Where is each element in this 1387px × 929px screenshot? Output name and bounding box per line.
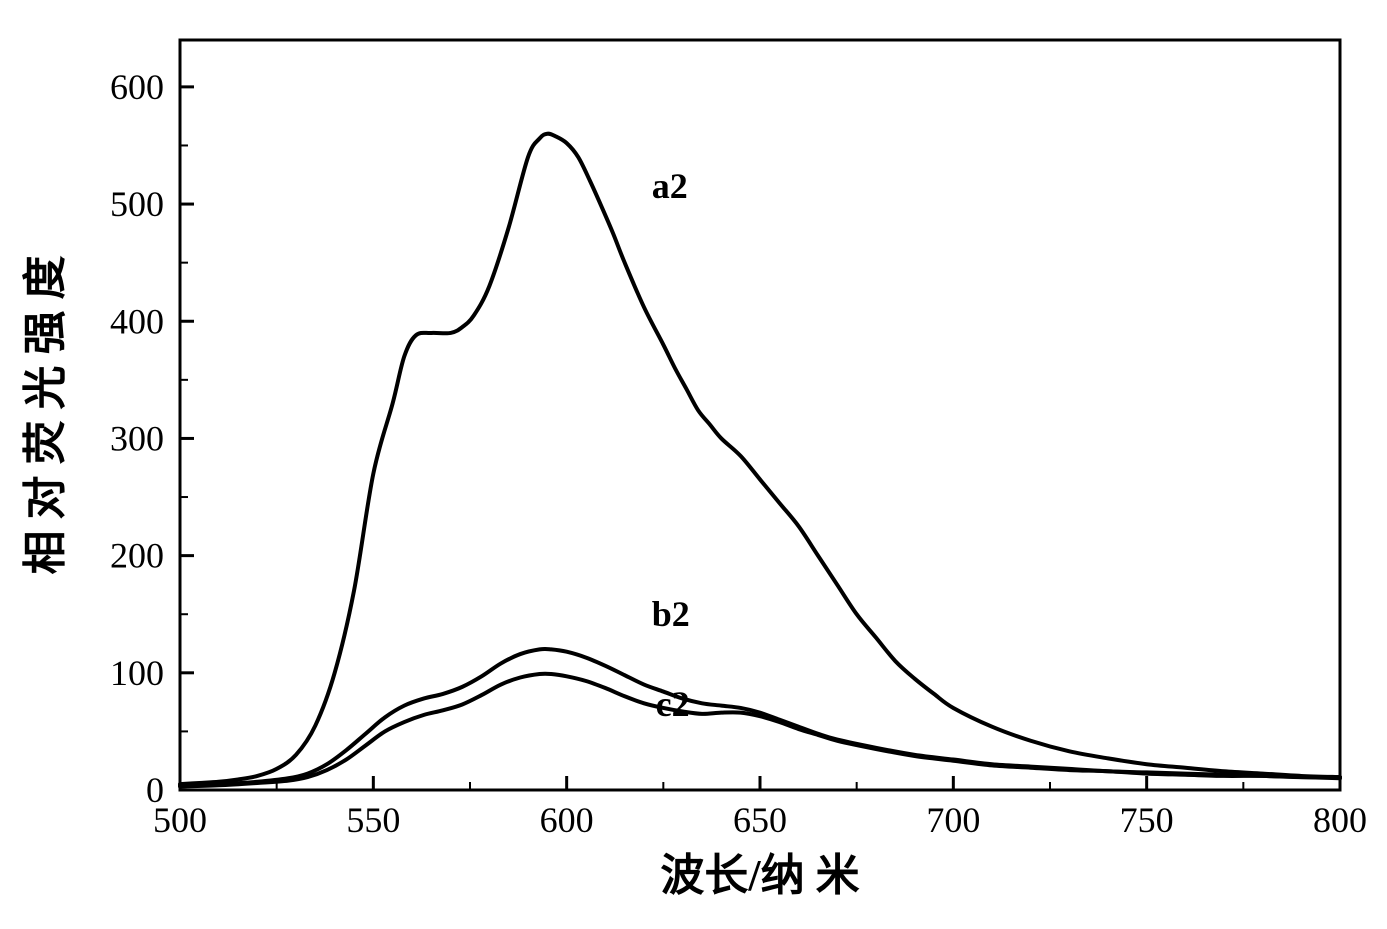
chart-container: 5005506006507007508000100200300400500600… <box>0 0 1387 929</box>
series-label-a2: a2 <box>652 166 688 206</box>
series-label-c2: c2 <box>656 684 690 724</box>
plot-frame <box>180 40 1340 790</box>
x-tick-label: 550 <box>346 800 400 840</box>
y-tick-label: 100 <box>110 653 164 693</box>
y-tick-label: 200 <box>110 536 164 576</box>
x-tick-label: 750 <box>1120 800 1174 840</box>
x-tick-label: 800 <box>1313 800 1367 840</box>
x-tick-label: 700 <box>926 800 980 840</box>
series-c2 <box>180 674 1340 787</box>
x-tick-label: 650 <box>733 800 787 840</box>
y-tick-label: 300 <box>110 418 164 458</box>
y-tick-label: 600 <box>110 67 164 107</box>
x-axis-label: 波长/纳 米 <box>660 851 859 900</box>
y-tick-label: 500 <box>110 184 164 224</box>
series-label-b2: b2 <box>652 594 690 634</box>
y-tick-label: 0 <box>146 770 164 810</box>
x-tick-label: 600 <box>540 800 594 840</box>
fluorescence-spectrum-chart: 5005506006507007508000100200300400500600… <box>0 0 1387 929</box>
y-axis-label: 相 对 荧 光 强 度 <box>21 256 70 575</box>
series-a2 <box>180 134 1340 784</box>
y-tick-label: 400 <box>110 301 164 341</box>
